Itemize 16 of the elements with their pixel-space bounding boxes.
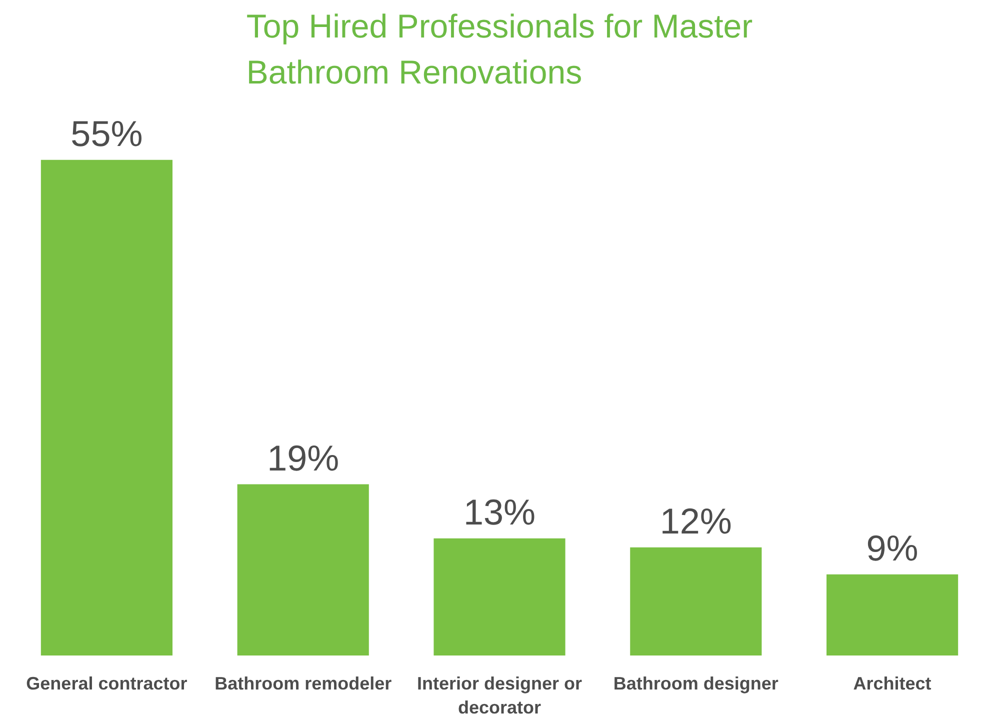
x-tick-label: Architect: [853, 674, 932, 694]
data-label: 19%: [267, 437, 340, 478]
bar: [630, 547, 762, 656]
x-tick-label: General contractor: [26, 674, 188, 694]
chart-title: Top Hired Professionals for Master Bathroom Renovations: [246, 7, 753, 90]
x-tick-label: Bathroom designer: [613, 674, 778, 694]
bar: [237, 484, 369, 656]
x-tick-label: Interior designer or decorator: [416, 674, 582, 718]
data-label: 55%: [70, 112, 143, 154]
data-label: 12%: [660, 500, 732, 542]
bar: [826, 574, 958, 656]
bar: [434, 538, 566, 656]
x-tick-label: Bathroom remodeler: [214, 674, 392, 694]
data-label: 13%: [463, 491, 536, 532]
bar: [40, 160, 172, 656]
data-label: 9%: [866, 527, 918, 568]
